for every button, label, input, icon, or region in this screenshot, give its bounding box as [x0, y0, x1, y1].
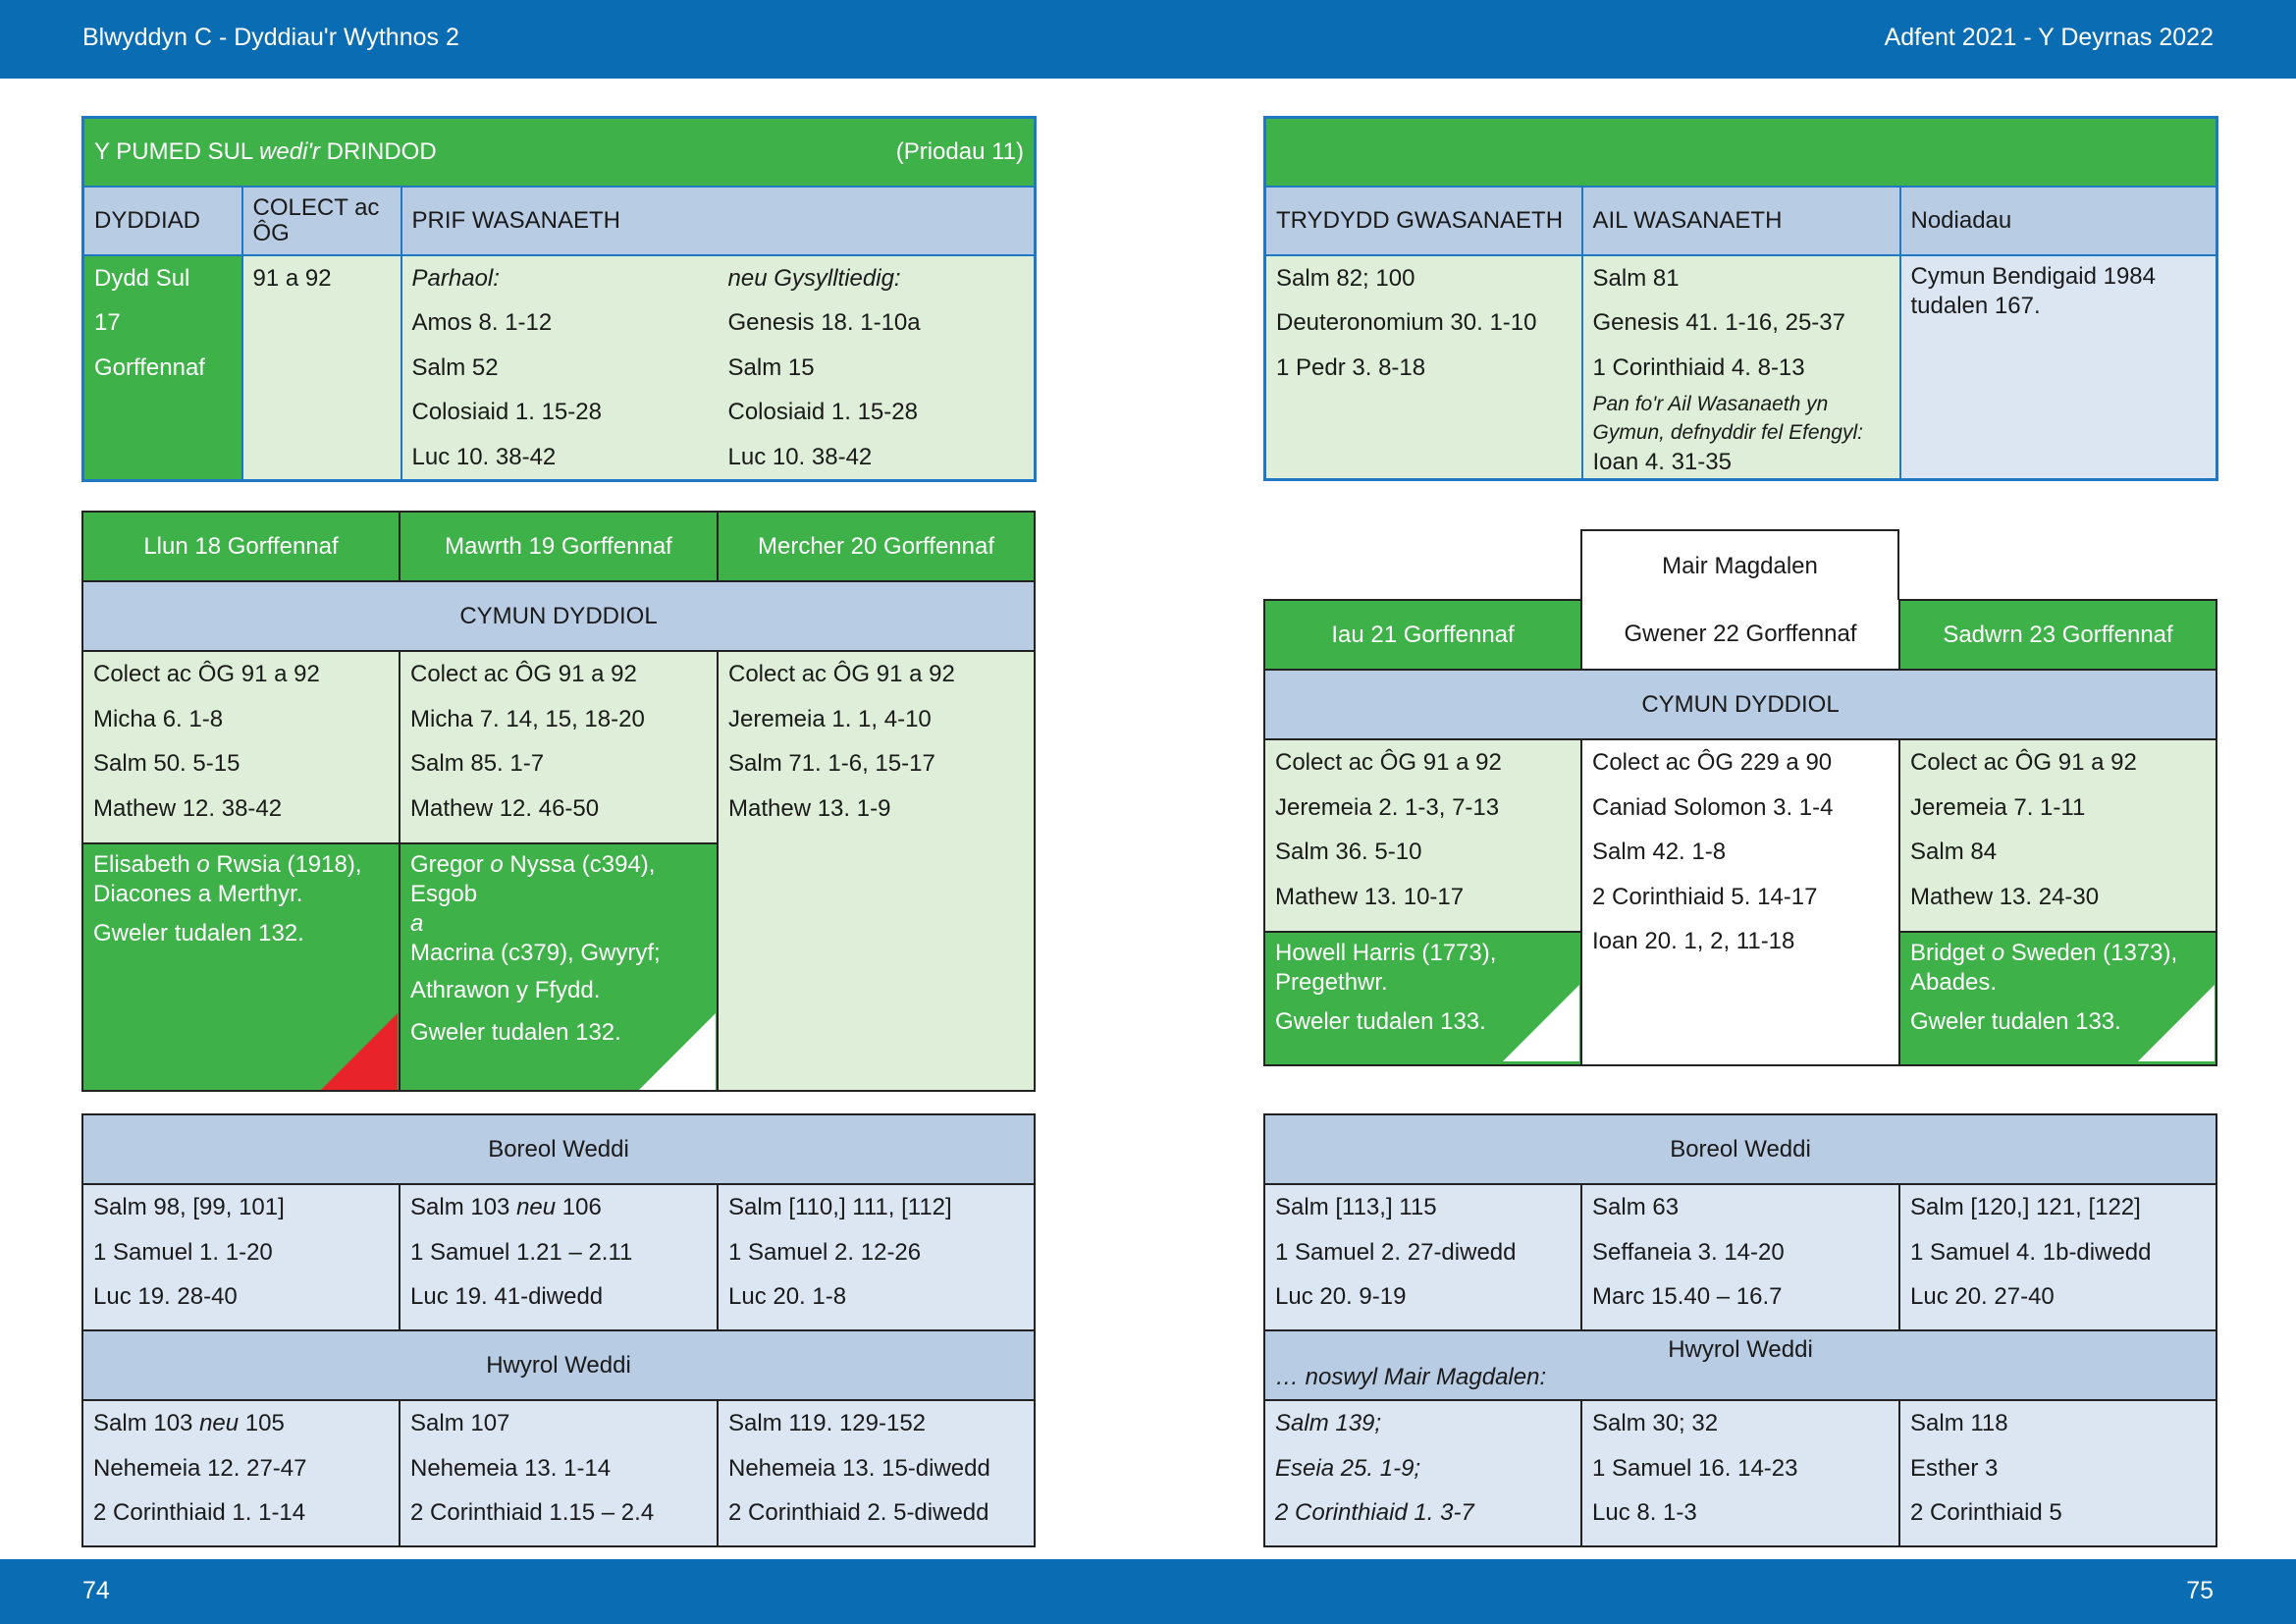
sunday-right-banner — [1263, 116, 2218, 188]
saturday-readings: Colect ac ÔG 91 a 92 Jeremeia 7. 1-11 Sa… — [1898, 738, 2217, 933]
white-colour-marker-tuesday — [639, 1013, 716, 1090]
white-colour-marker-saturday — [2138, 985, 2215, 1061]
monday-commemoration: Elisabeth o Rwsia (1918), Diacones a Mer… — [81, 842, 400, 1092]
col-second-service-header: AIL WASANAETH — [1580, 185, 1901, 256]
eve-of-feast-note: … noswyl Mair Magdalen: — [1275, 1364, 1547, 1390]
morning-prayer-tuesday: Salm 103 neu 106 1 Samuel 1.21 – 2.11 Lu… — [399, 1183, 719, 1331]
feast-title: Mair Magdalen — [1580, 529, 1899, 601]
footer-bar: 74 75 — [0, 1559, 2296, 1624]
header-left-title: Blwyddyn C - Dyddiau'r Wythnos 2 — [82, 24, 459, 51]
evening-prayer-heading-right: Hwyrol Weddi … noswyl Mair Magdalen: — [1262, 1329, 2218, 1401]
header-bar: Blwyddyn C - Dyddiau'r Wythnos 2 Adfent … — [0, 0, 2296, 79]
sunday-table: Y PUMED SUL wedi'r DRINDOD (Priodau 11) … — [81, 116, 1038, 482]
daily-eucharist-heading-right: CYMUN DYDDIOL — [1263, 669, 2217, 740]
evening-prayer-tuesday: Salm 107 Nehemeia 13. 1-14 2 Corinthiaid… — [399, 1399, 719, 1547]
evening-prayer-wednesday: Salm 119. 129-152 Nehemeia 13. 15-diwedd… — [716, 1399, 1037, 1547]
evening-prayer-thursday: Salm 139; Eseia 25. 1-9; 2 Corinthiaid 1… — [1263, 1399, 1582, 1547]
day-header-thursday: Iau 21 Gorffennaf — [1263, 599, 1582, 671]
morning-prayer-heading-left: Boreol Weddi — [80, 1113, 1037, 1185]
morning-prayer-heading-right: Boreol Weddi — [1262, 1113, 2218, 1185]
weekday-table-right: Iau 21 Gorffennaf Gwener 22 Gorffennaf S… — [1263, 599, 2217, 1066]
day-header-monday: Llun 18 Gorffennaf — [81, 511, 400, 582]
col-main-header: PRIF WASANAETH — [400, 185, 1037, 256]
weekday-table-left: Llun 18 Gorffennaf Mawrth 19 Gorffennaf … — [81, 511, 1036, 1092]
thursday-readings: Colect ac ÔG 91 a 92 Jeremeia 2. 1-3, 7-… — [1263, 738, 1582, 933]
col-third-service-header: TRYDYDD GWASANAETH — [1263, 185, 1583, 256]
daily-office-table-left: Boreol Weddi Salm 98, [99, 101] 1 Samuel… — [80, 1113, 1037, 1547]
psalm-with-neu: Salm 103 neu 106 — [410, 1194, 602, 1220]
second-service-cell: Salm 81 Genesis 41. 1-16, 25-37 1 Corint… — [1580, 253, 1901, 481]
tuesday-commemoration: Gregor o Nyssa (c394), Esgob a Macrina (… — [399, 842, 719, 1092]
sunday-title: Y PUMED SUL wedi'r DRINDOD (Priodau 11) — [81, 116, 1037, 188]
evening-prayer-friday: Salm 30; 32 1 Samuel 16. 14-23 Luc 8. 1-… — [1580, 1399, 1900, 1547]
morning-prayer-monday: Salm 98, [99, 101] 1 Samuel 1. 1-20 Luc … — [81, 1183, 400, 1331]
morning-prayer-friday: Salm 63 Seffaneia 3. 14-20 Marc 15.40 – … — [1580, 1183, 1900, 1331]
red-colour-marker — [321, 1013, 398, 1090]
daily-office-table-right: Boreol Weddi Salm [113,] 115 1 Samuel 2.… — [1262, 1113, 2218, 1547]
sunday-main-permanent: Parhaol: Amos 8. 1-12 Salm 52 Colosiaid … — [400, 253, 719, 482]
evening-prayer-saturday: Salm 118 Esther 3 2 Corinthiaid 5 — [1897, 1399, 2218, 1547]
sunday-main-related: neu Gysylltiedig: Genesis 18. 1-10a Salm… — [718, 253, 1037, 482]
day-header-friday: Gwener 22 Gorffennaf — [1580, 600, 1900, 671]
white-colour-marker-thursday — [1503, 985, 1579, 1061]
page-number-left: 74 — [82, 1577, 110, 1604]
morning-prayer-wednesday: Salm [110,] 111, [112] 1 Samuel 2. 12-26… — [716, 1183, 1037, 1331]
col-collect-header: COLECT ac ÔG — [240, 185, 402, 256]
feast-box: Mair Magdalen — [1580, 529, 1899, 601]
evening-prayer-monday: Salm 103 neu 105 Nehemeia 12. 27-47 2 Co… — [81, 1399, 400, 1547]
day-header-tuesday: Mawrth 19 Gorffennaf — [399, 511, 719, 582]
morning-prayer-thursday: Salm [113,] 115 1 Samuel 2. 27-diwedd Lu… — [1263, 1183, 1582, 1331]
sunday-date-cell: Dydd Sul 17 Gorffennaf — [81, 253, 243, 482]
third-service-cell: Salm 82; 100 Deuteronomium 30. 1-10 1 Pe… — [1263, 253, 1583, 481]
col-date-header: DYDDIAD — [81, 185, 243, 256]
sunday-other-services-table: TRYDYDD GWASANAETH AIL WASANAETH Nodiada… — [1263, 116, 2219, 481]
monday-readings: Colect ac ÔG 91 a 92 Micha 6. 1-8 Salm 5… — [81, 650, 400, 844]
header-right-title: Adfent 2021 - Y Deyrnas 2022 — [1884, 24, 2214, 51]
sunday-collect-cell: 91 a 92 — [240, 253, 402, 482]
sunday-ref: (Priodau 11) — [895, 137, 1025, 165]
morning-prayer-saturday: Salm [120,] 121, [122] 1 Samuel 4. 1b-di… — [1897, 1183, 2218, 1331]
wednesday-readings: Colect ac ÔG 91 a 92 Jeremeia 1. 1, 4-10… — [717, 650, 1036, 1092]
psalm-with-neu: Salm 103 neu 105 — [93, 1410, 285, 1436]
evening-prayer-heading-left: Hwyrol Weddi — [80, 1329, 1037, 1401]
daily-eucharist-heading-left: CYMUN DYDDIOL — [81, 580, 1036, 652]
notes-cell: Cymun Bendigaid 1984 tudalen 167. — [1898, 253, 2218, 481]
col-notes-header: Nodiadau — [1898, 185, 2218, 256]
tuesday-readings: Colect ac ÔG 91 a 92 Micha 7. 14, 15, 18… — [399, 650, 719, 844]
friday-readings: Colect ac ÔG 229 a 90 Caniad Solomon 3. … — [1580, 738, 1900, 1066]
page-number-right: 75 — [2186, 1577, 2214, 1604]
day-header-saturday: Sadwrn 23 Gorffennaf — [1898, 599, 2217, 671]
second-service-note: Pan fo'r Ail Wasanaeth yn Gymun, defnydd… — [1592, 393, 1863, 444]
day-header-wednesday: Mercher 20 Gorffennaf — [717, 511, 1036, 582]
